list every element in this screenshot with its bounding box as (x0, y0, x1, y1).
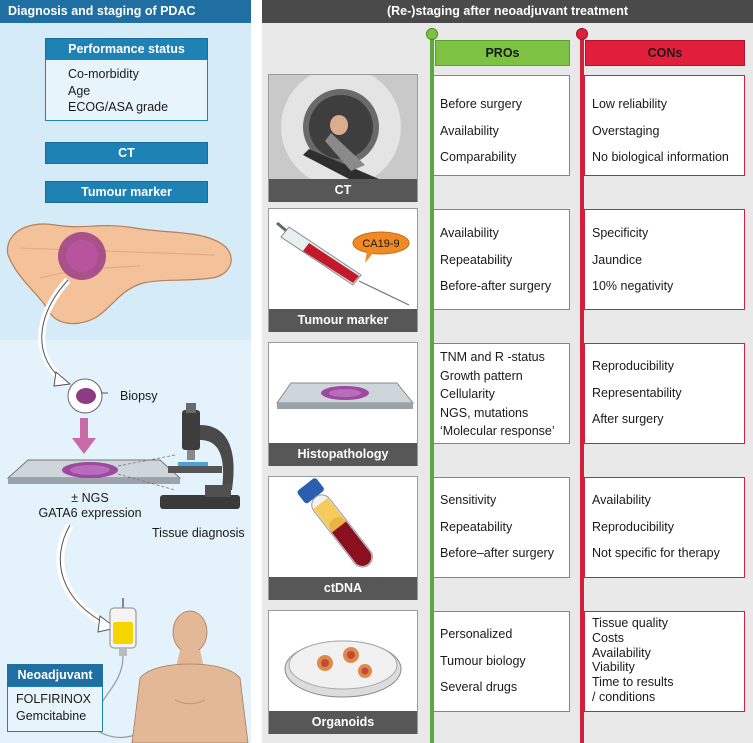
histopathology-pros-box: TNM and R -status Growth pattern Cellula… (433, 343, 570, 444)
con-item: / conditions (592, 689, 656, 704)
performance-item: ECOG/ASA grade (68, 100, 169, 114)
pro-item: Availability (440, 226, 499, 240)
con-item: Representability (592, 385, 682, 400)
ct-pros-box: Before surgery Availability Comparabilit… (433, 75, 570, 176)
biopsy-label: Biopsy (120, 389, 158, 403)
ctdna-cons-box: Availability Reproducibility Not specifi… (584, 477, 745, 578)
tumour-marker-card: CA19-9 Tumour marker (268, 208, 418, 332)
ct-scanner-illustration (269, 75, 417, 179)
ct-card: CT (268, 74, 418, 202)
ca19-9-badge: CA19-9 (362, 238, 399, 250)
tumour-marker-card-label: Tumour marker (269, 309, 417, 332)
ctdna-card-label: ctDNA (269, 577, 417, 600)
con-item: Reproducibility (592, 519, 674, 534)
pro-item: Repeatability (440, 252, 513, 267)
neoadjuvant-item: FOLFIRINOX (16, 692, 92, 706)
ctdna-pros-box: Sensitivity Repeatability Before–after s… (433, 477, 570, 578)
histopathology-cons-box: Reproducibility Representability After s… (584, 343, 745, 444)
performance-item: Age (68, 83, 91, 98)
con-item: Overstaging (592, 123, 660, 138)
gata6-label: GATA6 expression (38, 506, 142, 520)
patient-illustration (131, 610, 249, 743)
cons-line (580, 35, 584, 743)
pancreas-illustration (6, 223, 232, 325)
tumour-marker-bar: Tumour marker (45, 181, 208, 203)
pro-item: NGS, mutations (440, 405, 529, 420)
pro-item: Before surgery (440, 97, 522, 111)
con-item: 10% negativity (592, 279, 674, 293)
pros-header: PROs (435, 40, 570, 66)
con-item: Availability (592, 493, 651, 507)
petri-dish-illustration (269, 611, 417, 711)
tissue-diagnosis-label: Tissue diagnosis (152, 526, 245, 540)
syringe-illustration: CA19-9 (269, 209, 417, 309)
organoids-cons-box: Tissue quality Costs Availability Viabil… (584, 611, 745, 712)
con-item: Jaundice (592, 252, 643, 267)
pro-item: Cellularity (440, 387, 495, 401)
ct-cons-box: Low reliability Overstaging No biologica… (584, 75, 745, 176)
pro-item: Comparability (440, 150, 517, 164)
organoids-card: Organoids (268, 610, 418, 734)
pro-item: Sensitivity (440, 493, 497, 507)
panel-divider (251, 0, 262, 743)
con-item: Time to results (592, 675, 674, 690)
right-panel-title: (Re-)staging after neoadjuvant treatment (262, 0, 753, 23)
ct-bar: CT (45, 142, 208, 164)
pro-item: Growth pattern (440, 368, 523, 383)
pro-item: Several drugs (440, 680, 518, 694)
cons-line-dot (576, 28, 588, 40)
microscope-illustration (160, 403, 240, 509)
con-item: Reproducibility (592, 359, 674, 373)
iv-bag-illustration (94, 598, 153, 739)
pro-item: Tumour biology (440, 653, 526, 668)
pro-item: Availability (440, 123, 499, 138)
neoadjuvant-box: FOLFIRINOX Gemcitabine (7, 686, 103, 732)
con-item: Costs (592, 630, 624, 645)
performance-status-box: Co-morbidity Age ECOG/ASA grade (45, 59, 208, 121)
con-item: Availability (592, 645, 651, 660)
con-item: After surgery (592, 412, 664, 426)
pro-item: Personalized (440, 627, 513, 641)
con-item: No biological information (592, 150, 729, 164)
pro-item: ‘Molecular response’ (440, 424, 555, 438)
pro-item: Repeatability (440, 519, 513, 534)
pro-item: TNM and R -status (440, 350, 545, 364)
cons-header: CONs (585, 40, 745, 66)
blood-tube-illustration (269, 477, 417, 577)
tumour-marker-cons-box: Specificity Jaundice 10% negativity (584, 209, 745, 310)
left-illustrations (6, 223, 249, 743)
slide-illustration (269, 343, 417, 443)
histopathology-card: Histopathology (268, 342, 418, 466)
organoids-card-label: Organoids (269, 711, 417, 734)
ct-card-label: CT (269, 179, 417, 202)
con-item: Not specific for therapy (592, 546, 720, 560)
pros-line-dot (426, 28, 438, 40)
ctdna-card: ctDNA (268, 476, 418, 600)
con-item: Low reliability (592, 97, 668, 111)
neoadjuvant-item: Gemcitabine (16, 708, 87, 723)
histopathology-card-label: Histopathology (269, 443, 417, 466)
left-panel-title: Diagnosis and staging of PDAC (0, 0, 251, 23)
pro-item: Before–after surgery (440, 546, 554, 560)
neoadjuvant-header: Neoadjuvant (7, 664, 103, 686)
con-item: Tissue quality (592, 616, 668, 630)
ngs-label: ± NGS (71, 491, 109, 505)
con-item: Viability (592, 660, 635, 675)
con-item: Specificity (592, 226, 649, 240)
tumour-marker-pros-box: Availability Repeatability Before-after … (433, 209, 570, 310)
organoids-pros-box: Personalized Tumour biology Several drug… (433, 611, 570, 712)
performance-status-header: Performance status (45, 38, 208, 60)
performance-item: Co-morbidity (68, 67, 139, 81)
pro-item: Before-after surgery (440, 279, 552, 293)
pros-line (430, 35, 434, 743)
